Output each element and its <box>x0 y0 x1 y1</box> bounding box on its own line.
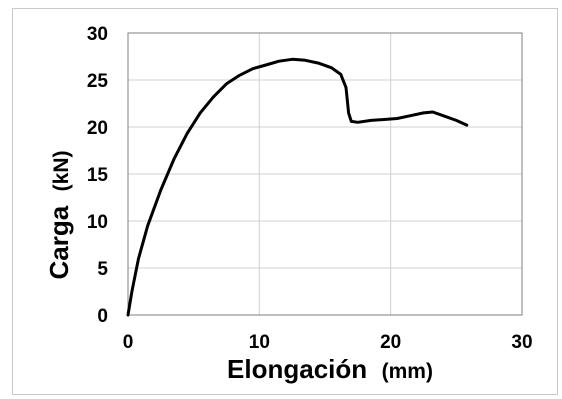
y-tick-label: 15 <box>87 165 109 186</box>
x-tick-label: 10 <box>249 332 270 353</box>
y-tick-label: 25 <box>87 71 109 92</box>
y-tick-label: 20 <box>87 118 108 139</box>
x-tick-labels: 0 10 20 30 <box>123 332 533 353</box>
y-axis-title-unit: (kN) <box>50 151 73 192</box>
y-axis-title-main: Carga <box>44 205 74 279</box>
x-axis-title-unit: (mm) <box>382 360 433 383</box>
x-tick-label: 0 <box>123 332 134 353</box>
y-axis-title: Carga (kN) <box>44 151 74 280</box>
series-layer <box>126 57 469 317</box>
x-axis-title: Elongación (mm) <box>227 354 433 384</box>
x-axis-title-main: Elongación <box>227 354 367 384</box>
x-tick-label: 20 <box>380 332 401 353</box>
x-tick-label: 30 <box>511 332 532 353</box>
y-tick-label: 10 <box>87 212 108 233</box>
y-tick-label: 0 <box>97 306 108 327</box>
y-tick-label: 30 <box>87 24 108 45</box>
y-tick-label: 5 <box>97 259 108 280</box>
load-elongation-curve <box>126 57 469 317</box>
y-tick-labels: 0 5 10 15 20 25 30 <box>87 24 109 327</box>
grid-layer <box>127 32 523 316</box>
plot-area-border <box>127 32 523 316</box>
chart-frame <box>12 8 558 395</box>
